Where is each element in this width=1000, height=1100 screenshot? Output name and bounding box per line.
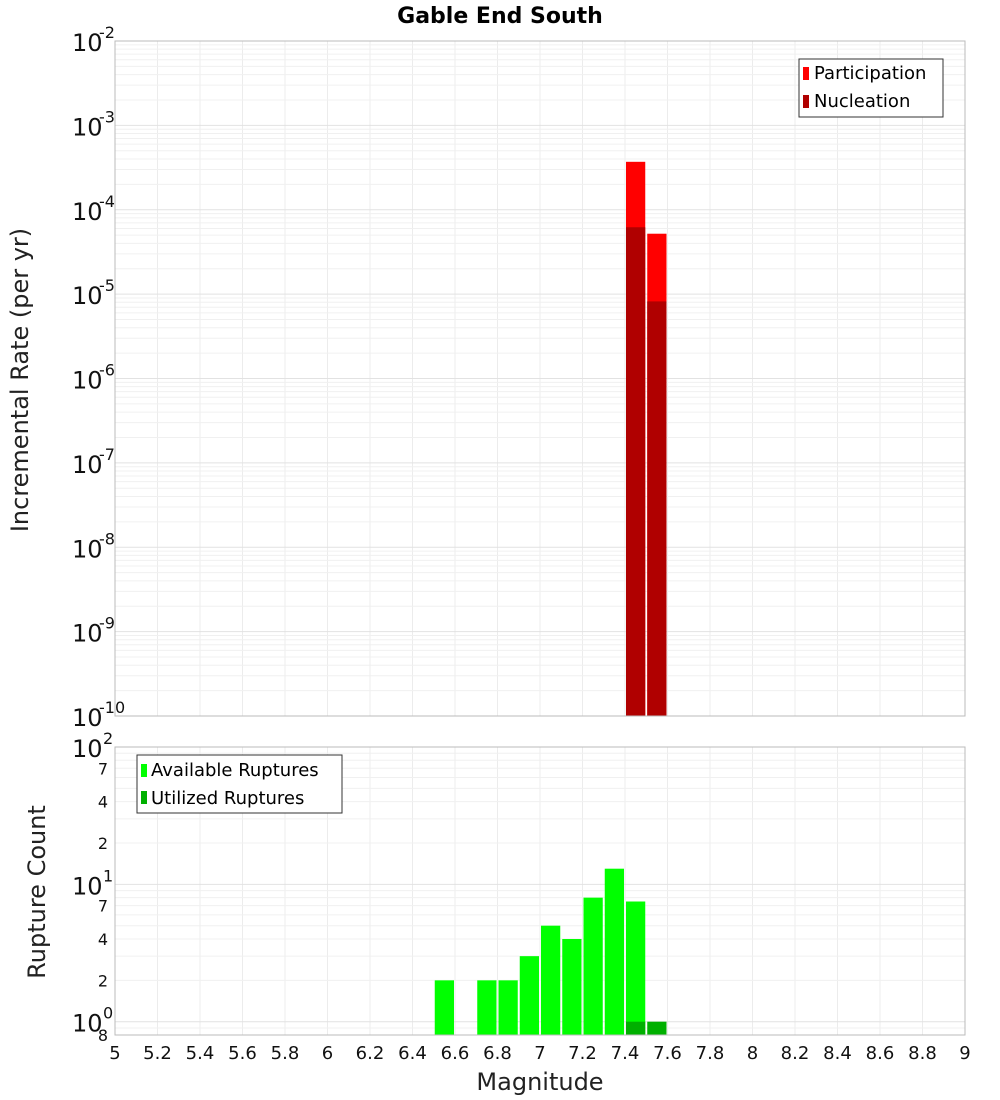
- top-y-tick-exponent: -5: [99, 276, 115, 295]
- top-y-tick-base: 10: [72, 282, 103, 310]
- available-ruptures-legend-swatch: [141, 764, 147, 777]
- x-tick-label: 8.4: [823, 1043, 852, 1064]
- x-tick-label: 8: [747, 1043, 758, 1064]
- x-tick-label: 6.2: [356, 1043, 385, 1064]
- x-tick-label: 8.8: [908, 1043, 937, 1064]
- x-tick-label: 7.6: [653, 1043, 682, 1064]
- bottom-y-tick-base: 10: [72, 1010, 103, 1038]
- available-ruptures-bar: [604, 868, 624, 1035]
- nucleation-legend-label: Nucleation: [814, 91, 910, 112]
- top-bars: [626, 161, 667, 716]
- participation-legend-label: Participation: [814, 63, 926, 84]
- x-tick-label: 7: [534, 1043, 545, 1064]
- x-tick-label: 7.4: [611, 1043, 640, 1064]
- bottom-y-tick-base: 10: [72, 872, 103, 900]
- x-tick-label: 5.4: [186, 1043, 215, 1064]
- top-y-tick-base: 10: [72, 704, 103, 732]
- x-tick-label: 6: [322, 1043, 333, 1064]
- nucleation-bar: [647, 301, 667, 716]
- x-tick-label: 6.4: [398, 1043, 427, 1064]
- top-legend-box: [798, 58, 944, 118]
- bottom-y-minor-tick-label: 8: [98, 1026, 108, 1045]
- utilized-ruptures-bar: [647, 1021, 667, 1035]
- bottom-y-tick-exponent: 0: [103, 1004, 113, 1023]
- x-tick-label: 5.2: [143, 1043, 172, 1064]
- top-y-tick-base: 10: [72, 620, 103, 648]
- nucleation-legend-swatch: [803, 95, 809, 108]
- top-y-tick-exponent: -8: [99, 529, 115, 548]
- bottom-y-minor-tick-label: 7: [98, 897, 108, 916]
- top-y-axis-label: Incremental Rate (per yr): [6, 228, 34, 532]
- available-ruptures-bar: [477, 980, 497, 1035]
- x-tick-label: 7.8: [696, 1043, 725, 1064]
- top-legend: Participation Nucleation: [798, 58, 944, 118]
- bottom-plot-border: [114, 746, 966, 1036]
- top-y-tick-base: 10: [72, 451, 103, 479]
- utilized-ruptures-legend-label: Utilized Ruptures: [151, 788, 304, 809]
- top-y-tick-exponent: -2: [99, 23, 115, 42]
- available-ruptures-legend-label: Available Ruptures: [151, 760, 319, 781]
- bottom-y-minor-tick-label: 2: [98, 971, 108, 990]
- x-tick-label: 6.8: [483, 1043, 512, 1064]
- bottom-y-axis-label: Rupture Count: [23, 805, 51, 979]
- bottom-gridlines: [114, 746, 966, 1036]
- x-axis-label: Magnitude: [476, 1068, 603, 1096]
- bottom-y-tick-base: 10: [72, 735, 103, 763]
- participation-legend-swatch: [803, 67, 809, 80]
- top-y-tick-base: 10: [72, 29, 103, 57]
- available-ruptures-bar: [498, 980, 518, 1035]
- available-ruptures-bar: [626, 901, 646, 1035]
- top-gridlines: [114, 41, 966, 717]
- top-y-tick-exponent: -3: [99, 107, 115, 126]
- top-y-tick-exponent: -10: [99, 698, 125, 717]
- bottom-y-minor-tick-label: 2: [98, 834, 108, 853]
- bottom-y-tick-exponent: 1: [103, 866, 113, 885]
- top-y-tick-exponent: -7: [99, 445, 115, 464]
- bottom-y-minor-tick-label: 4: [98, 793, 108, 812]
- top-y-tick-base: 10: [72, 198, 103, 226]
- chart-title: Gable End South: [397, 4, 603, 29]
- bottom-bars: [434, 868, 667, 1035]
- top-y-tick-base: 10: [72, 535, 103, 563]
- top-y-tick-exponent: -4: [99, 192, 115, 211]
- top-y-tick-exponent: -9: [99, 614, 115, 633]
- x-tick-label: 5: [109, 1043, 120, 1064]
- nucleation-bar: [626, 227, 646, 716]
- top-y-tick-exponent: -6: [99, 361, 115, 380]
- available-ruptures-bar: [434, 980, 454, 1035]
- top-y-tick-base: 10: [72, 113, 103, 141]
- bottom-y-minor-tick-label: 4: [98, 930, 108, 949]
- x-tick-label: 5.6: [228, 1043, 257, 1064]
- top-plot-border: [114, 40, 966, 717]
- x-tick-label: 8.6: [866, 1043, 895, 1064]
- bottom-y-minor-tick-label: 7: [98, 759, 108, 778]
- top-y-tick-base: 10: [72, 367, 103, 395]
- available-ruptures-bar: [541, 925, 561, 1035]
- x-tick-labels: 5 5.2 5.4 5.6 5.8 6 6.2 6.4 6.6 6.8 7 7.2 7.4 7.6 7.8 8…: [109, 1043, 970, 1064]
- utilized-ruptures-legend-swatch: [141, 791, 147, 804]
- x-tick-label: 9: [959, 1043, 970, 1064]
- x-tick-label: 7.2: [568, 1043, 597, 1064]
- bottom-y-tick-exponent: 2: [103, 729, 113, 748]
- x-tick-label: 8.2: [781, 1043, 810, 1064]
- available-ruptures-bar: [583, 897, 603, 1035]
- x-tick-label: 6.6: [441, 1043, 470, 1064]
- utilized-ruptures-bar: [626, 1021, 646, 1035]
- available-ruptures-bar: [519, 956, 539, 1035]
- bottom-legend-box: [136, 754, 343, 814]
- available-ruptures-bar: [562, 939, 582, 1035]
- bottom-legend: Available Ruptures Utilized Ruptures: [136, 754, 343, 814]
- x-tick-label: 5.8: [271, 1043, 300, 1064]
